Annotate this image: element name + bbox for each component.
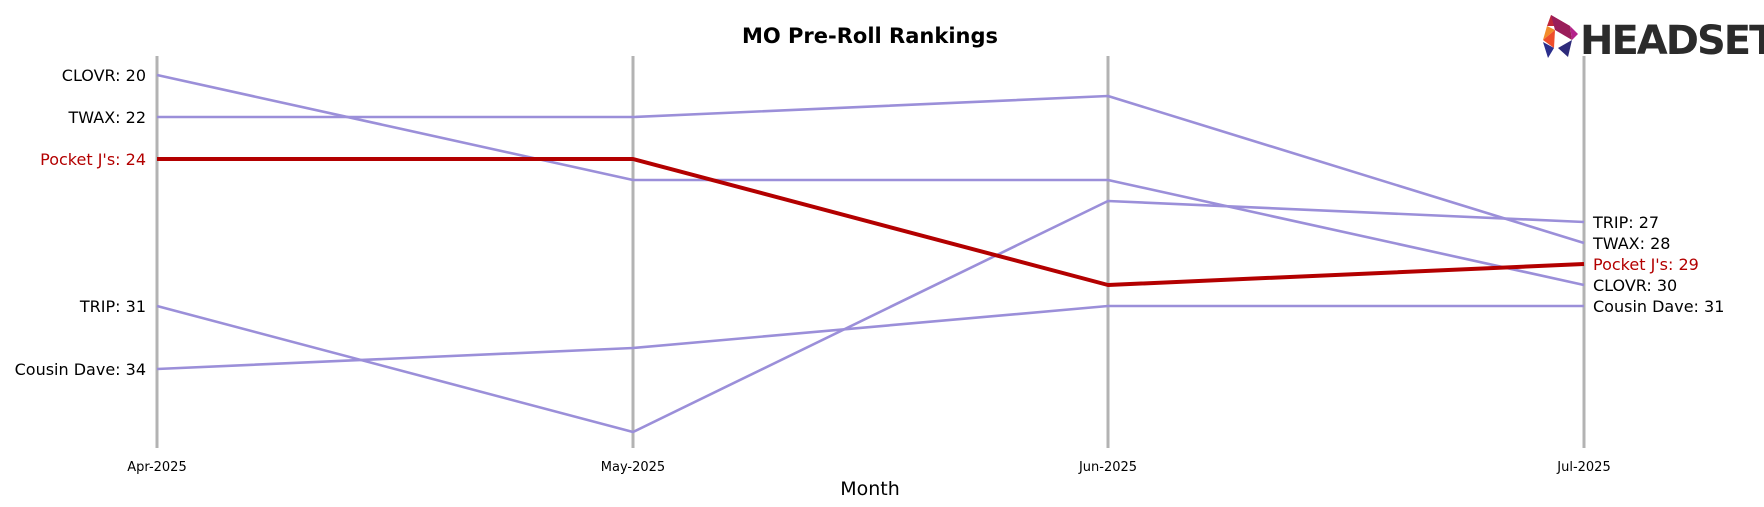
x-tick-apr-2025: Apr-2025	[127, 460, 186, 475]
x-tick-may-2025: May-2025	[601, 460, 665, 475]
series-line-clovr	[156, 73, 1585, 287]
headset-logo-text: HEADSET	[1580, 18, 1764, 64]
left-label-2: Pocket J's: 24	[40, 150, 146, 169]
right-label-0: TRIP: 27	[1592, 213, 1659, 232]
right-label-4: Cousin Dave: 31	[1593, 297, 1724, 316]
left-rank-labels: CLOVR: 20 TWAX: 22 Pocket J's: 24 TRIP: 31 C…	[15, 66, 146, 379]
x-tick-jul-2025: Jul-2025	[1556, 460, 1610, 475]
headset-logo: HEADSET	[1543, 15, 1764, 64]
right-label-2: Pocket J's: 29	[1593, 255, 1699, 274]
right-rank-labels: TRIP: 27 TWAX: 28 Pocket J's: 29 CLOVR: 30 C…	[1592, 213, 1724, 316]
series-lines	[156, 73, 1585, 434]
chart-title: MO Pre-Roll Rankings	[742, 24, 998, 48]
left-label-3: TRIP: 31	[79, 297, 146, 316]
headset-logo-icon	[1543, 15, 1578, 58]
series-line-pocket-j-s	[157, 157, 1585, 287]
series-line-cousin-dave	[156, 304, 1584, 371]
left-label-4: Cousin Dave: 34	[15, 360, 146, 379]
left-label-1: TWAX: 22	[68, 108, 146, 127]
series-line-twax	[157, 94, 1585, 245]
x-axis-label: Month	[840, 478, 900, 500]
left-label-0: CLOVR: 20	[62, 66, 146, 85]
x-tick-jun-2025: Jun-2025	[1078, 460, 1137, 475]
series-line-trip	[156, 199, 1585, 434]
x-tick-labels: Apr-2025 May-2025 Jun-2025 Jul-2025	[127, 460, 1610, 475]
right-label-1: TWAX: 28	[1592, 234, 1670, 253]
month-gridlines	[155, 56, 1586, 448]
right-label-3: CLOVR: 30	[1593, 276, 1677, 295]
